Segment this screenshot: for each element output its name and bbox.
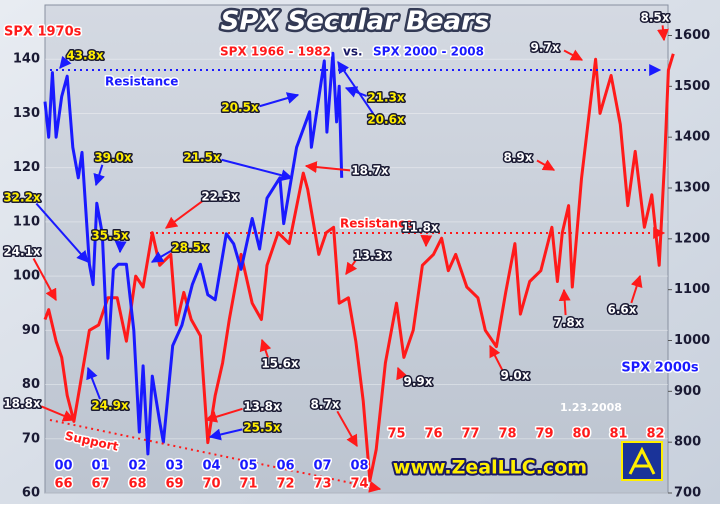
x-tick-label: 72	[276, 477, 294, 492]
x-tick-label: 76	[424, 427, 442, 442]
pe-annotation: 8.7x	[311, 398, 340, 412]
pe-annotation: 6.6x	[608, 303, 637, 317]
pe-annotation: 21.5x	[183, 151, 221, 165]
x-tick-label: 82	[646, 427, 664, 442]
x-tick-label: 79	[535, 427, 553, 442]
y2-axis-label: SPX 2000s	[621, 361, 699, 376]
legend-label: SPX 2000 - 2008	[373, 45, 484, 59]
y2-tick-label: 1500	[674, 79, 710, 94]
pe-annotation: 24.1x	[3, 245, 41, 259]
y-axis-label: SPX 1970s	[4, 25, 82, 40]
x-tick-label: 80	[572, 427, 590, 442]
y-tick-label: 130	[13, 106, 40, 121]
x2-tick-label: 02	[128, 459, 146, 474]
pe-annotation: 8.5x	[641, 11, 670, 25]
y-tick-label: 100	[13, 269, 40, 284]
x-tick-label: 78	[498, 427, 516, 442]
x-tick-label: 77	[461, 427, 479, 442]
x2-tick-label: 04	[202, 459, 220, 474]
x-tick-label: 68	[128, 477, 146, 492]
pe-annotation: 35.5x	[91, 229, 129, 243]
y2-tick-label: 1600	[674, 28, 710, 43]
pe-annotation: 9.0x	[501, 369, 530, 383]
pe-annotation: 13.8x	[243, 400, 281, 414]
x-tick-label: 67	[91, 477, 109, 492]
x-tick-label: 74	[350, 477, 368, 492]
x2-tick-label: 08	[350, 459, 368, 474]
pe-annotation: 18.7x	[351, 164, 389, 178]
x2-tick-label: 05	[239, 459, 257, 474]
y2-tick-label: 1300	[674, 181, 710, 196]
resistance-label: Resistance	[105, 75, 178, 89]
y-tick-label: 110	[13, 214, 40, 229]
date-label: 1.23.2008	[560, 401, 622, 414]
x-tick-label: 81	[609, 427, 627, 442]
pe-annotation: 8.9x	[504, 151, 533, 165]
pe-annotation: 22.3x	[201, 190, 239, 204]
logo	[622, 442, 662, 480]
pe-annotation: 11.8x	[401, 221, 439, 235]
pe-annotation: 20.6x	[367, 113, 405, 127]
y2-tick-label: 1200	[674, 231, 710, 246]
pe-annotation: 32.2x	[3, 191, 41, 205]
website: www.ZealLLC.com	[393, 457, 587, 479]
x-tick-label: 66	[54, 477, 72, 492]
pe-annotation: 7.8x	[554, 316, 583, 330]
pe-annotation: 21.3x	[367, 91, 405, 105]
pe-annotation: 43.8x	[66, 49, 104, 63]
pe-annotation: 15.6x	[261, 357, 299, 371]
y2-tick-label: 1400	[674, 130, 710, 145]
pe-annotation: 13.3x	[353, 249, 391, 263]
pe-annotation: 24.9x	[91, 399, 129, 413]
x2-tick-label: 07	[313, 459, 331, 474]
pe-annotation: 28.5x	[171, 241, 209, 255]
pe-annotation: 25.5x	[243, 421, 281, 435]
pe-annotation: 39.0x	[94, 151, 132, 165]
x-tick-label: 73	[313, 477, 331, 492]
y2-tick-label: 1100	[674, 282, 710, 297]
y2-tick-label: 1000	[674, 333, 710, 348]
x2-tick-label: 03	[165, 459, 183, 474]
chart-title: SPX Secular Bears	[221, 7, 490, 37]
y2-tick-label: 700	[674, 486, 701, 501]
pe-annotation: 9.7x	[531, 41, 560, 55]
y2-tick-label: 900	[674, 384, 701, 399]
legend-separator: vs.	[343, 45, 363, 59]
pe-annotation: 18.8x	[3, 397, 41, 411]
pe-annotation: 9.9x	[404, 375, 433, 389]
x2-tick-label: 06	[276, 459, 294, 474]
y2-tick-label: 800	[674, 435, 701, 450]
y-tick-label: 80	[22, 377, 40, 392]
x2-tick-label: 00	[54, 459, 72, 474]
x-tick-label: 69	[165, 477, 183, 492]
x-tick-label: 71	[239, 477, 257, 492]
x-tick-label: 75	[387, 427, 405, 442]
annotation-arrow	[663, 25, 664, 40]
y-tick-label: 70	[22, 431, 40, 446]
x-tick-label: 70	[202, 477, 220, 492]
y-tick-label: 60	[22, 486, 40, 501]
pe-annotation: 20.5x	[221, 101, 259, 115]
y-tick-label: 120	[13, 160, 40, 175]
y-tick-label: 90	[22, 323, 40, 338]
y-tick-label: 140	[13, 52, 40, 67]
annotation-arrow	[120, 243, 121, 252]
x2-tick-label: 01	[91, 459, 109, 474]
legend-label: SPX 1966 - 1982	[220, 45, 331, 59]
